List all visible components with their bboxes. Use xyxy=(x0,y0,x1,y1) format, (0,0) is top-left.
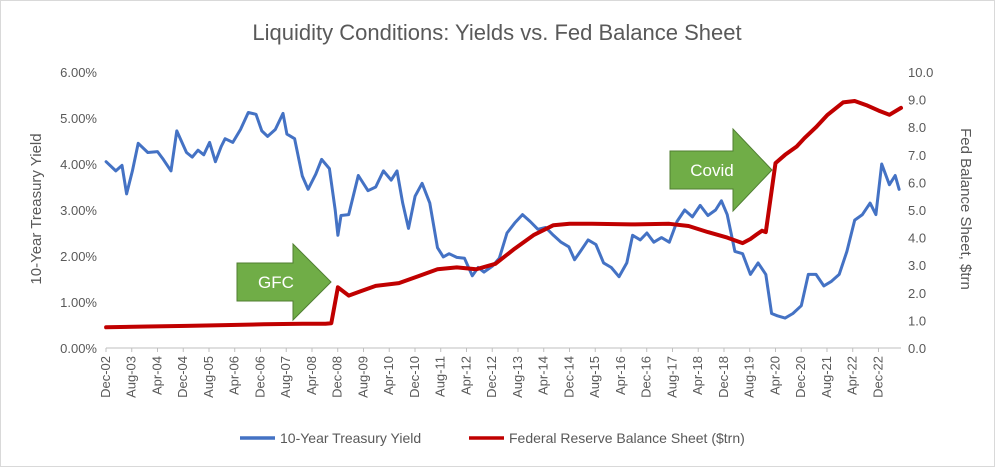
y-tick-label-right: 6.0 xyxy=(908,175,926,190)
y-tick-label-left: 4.00% xyxy=(60,157,97,172)
x-tick-label: Apr-04 xyxy=(149,356,164,395)
legend-label-yield: 10-Year Treasury Yield xyxy=(280,430,421,446)
x-tick-label: Aug-17 xyxy=(664,356,679,398)
x-tick-label: Dec-08 xyxy=(330,356,345,398)
x-tick-label: Dec-20 xyxy=(793,356,808,398)
y-tick-label-right: 2.0 xyxy=(908,286,926,301)
y-tick-label-left: 1.00% xyxy=(60,295,97,310)
y-tick-label-right: 5.0 xyxy=(908,203,926,218)
x-tick-label: Aug-13 xyxy=(510,356,525,398)
x-tick-label: Aug-03 xyxy=(124,356,139,398)
x-axis: Dec-02 Aug-03 Apr-04 Dec-04 Aug-05 Apr-06 Dec-… xyxy=(98,348,885,398)
x-tick-label: Dec-12 xyxy=(484,356,499,398)
gfc-arrow-shape xyxy=(236,242,332,322)
x-tick-label: Apr-08 xyxy=(304,356,319,395)
chart-title: Liquidity Conditions: Yields vs. Fed Bal… xyxy=(252,20,741,45)
series-layer xyxy=(104,99,903,330)
legend: 10-Year Treasury Yield Federal Reserve B… xyxy=(240,430,745,446)
y-tick-label-right: 4.0 xyxy=(908,231,926,246)
y-tick-label-left: 0.00% xyxy=(60,341,97,356)
x-tick-label: Apr-16 xyxy=(613,356,628,395)
x-tick-label: Apr-12 xyxy=(458,356,473,395)
x-tick-label: Dec-02 xyxy=(98,356,113,398)
y-tick-label-left: 3.00% xyxy=(60,203,97,218)
y-tick-label-left: 2.00% xyxy=(60,249,97,264)
series-line-treasury-yield xyxy=(104,111,901,320)
y-tick-label-right: 8.0 xyxy=(908,120,926,135)
x-tick-label: Dec-14 xyxy=(561,356,576,398)
x-tick-label: Aug-21 xyxy=(819,356,834,398)
covid-arrow-label: Covid xyxy=(690,161,733,180)
x-tick-label: Aug-07 xyxy=(278,356,293,398)
y-axis-left: 0.00% 1.00% 2.00% 3.00% 4.00% 5.00% 6.00% xyxy=(60,65,97,356)
y-tick-label-right: 1.0 xyxy=(908,313,926,328)
y-tick-label-left: 6.00% xyxy=(60,65,97,80)
series-line-fed-balance-sheet xyxy=(104,99,903,330)
y-tick-label-right: 10.0 xyxy=(908,65,933,80)
x-tick-label: Dec-06 xyxy=(252,356,267,398)
x-tick-label: Apr-14 xyxy=(536,356,551,395)
x-tick-label: Dec-22 xyxy=(870,356,885,398)
x-tick-label: Dec-16 xyxy=(639,356,654,398)
x-tick-label: Aug-19 xyxy=(742,356,757,398)
gfc-arrow-label: GFC xyxy=(258,273,294,292)
x-tick-label: Apr-10 xyxy=(381,356,396,395)
x-tick-label: Apr-18 xyxy=(690,356,705,395)
y-tick-label-right: 9.0 xyxy=(908,93,926,108)
x-tick-label: Dec-10 xyxy=(407,356,422,398)
x-tick-label: Aug-09 xyxy=(355,356,370,398)
x-tick-label: Apr-20 xyxy=(767,356,782,395)
x-tick-label: Apr-06 xyxy=(227,356,242,395)
y-axis-right: 0.0 1.0 2.0 3.0 4.0 5.0 6.0 7.0 8.0 9.0 10.0 xyxy=(908,65,933,356)
y-axis-right-label: Fed Balance Sheet, $trn xyxy=(957,128,974,290)
y-tick-label-left: 5.00% xyxy=(60,111,97,126)
x-tick-label: Apr-22 xyxy=(845,356,860,395)
legend-label-fed: Federal Reserve Balance Sheet ($trn) xyxy=(509,430,745,446)
y-tick-label-right: 7.0 xyxy=(908,148,926,163)
x-tick-label: Dec-04 xyxy=(175,356,190,398)
x-tick-label: Dec-18 xyxy=(716,356,731,398)
y-tick-label-right: 3.0 xyxy=(908,258,926,273)
covid-arrow: Covid xyxy=(669,127,773,213)
gfc-arrow: GFC xyxy=(236,242,332,322)
x-tick-label: Aug-05 xyxy=(201,356,216,398)
y-axis-left-label: 10-Year Treasury Yield xyxy=(28,133,45,284)
covid-arrow-shape xyxy=(669,127,773,213)
y-tick-label-right: 0.0 xyxy=(908,341,926,356)
x-tick-label: Aug-15 xyxy=(587,356,602,398)
x-tick-label: Aug-11 xyxy=(433,356,448,397)
